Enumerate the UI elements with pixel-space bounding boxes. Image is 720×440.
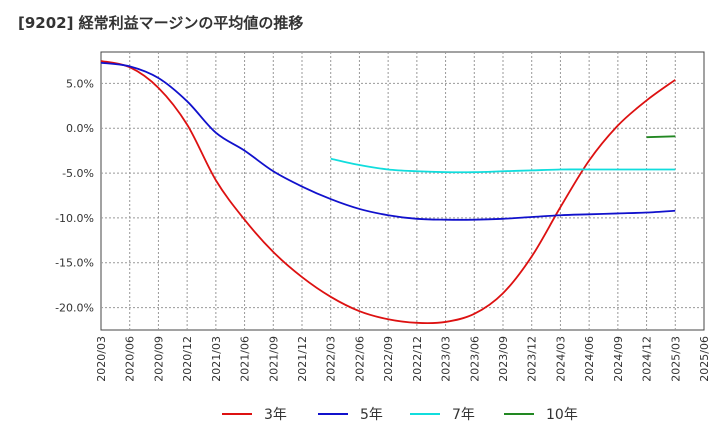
y-tick-label: 0.0% (66, 122, 94, 135)
x-tick-label: 2021/06 (239, 336, 252, 382)
legend-label: 7年 (452, 407, 475, 423)
x-tick-label: 2022/06 (353, 336, 366, 382)
x-tick-label: 2024/12 (641, 336, 654, 382)
y-tick-label: -10.0% (55, 212, 94, 225)
series-lines (100, 60, 676, 325)
legend: 3年 5年 7年 10年 (222, 407, 578, 423)
x-tick-label: 2023/12 (526, 336, 539, 382)
x-axis-ticks: 2020/03 2020/06 2020/09 2020/12 2021/03 2021/… (95, 336, 711, 382)
series-line-4 (646, 135, 676, 139)
x-tick-label: 2022/03 (325, 336, 338, 382)
x-tick-label: 2023/03 (440, 336, 453, 382)
y-tick-label: -20.0% (55, 302, 94, 315)
x-tick-label: 2024/06 (583, 336, 596, 382)
legend-label: 5年 (360, 407, 383, 423)
y-axis-ticks: 5.0% 0.0% -5.0% -10.0% -15.0% -20.0% (55, 77, 94, 314)
x-tick-label: 2021/09 (267, 336, 280, 382)
x-tick-label: 2020/09 (152, 336, 165, 382)
x-tick-label: 2024/09 (612, 336, 625, 382)
x-tick-label: 2023/09 (497, 336, 510, 382)
series-line-3 (330, 157, 676, 174)
x-tick-label: 2020/12 (181, 336, 194, 382)
x-tick-label: 2022/09 (382, 336, 395, 382)
legend-label: 10年 (546, 407, 578, 423)
x-tick-label: 2024/03 (554, 336, 567, 382)
x-tick-label: 2022/12 (411, 336, 424, 382)
x-tick-label: 2025/03 (669, 336, 682, 382)
y-tick-label: -15.0% (55, 257, 94, 270)
y-tick-label: 5.0% (66, 77, 94, 90)
x-tick-label: 2023/06 (468, 336, 481, 382)
plot-area (100, 51, 705, 331)
x-tick-label: 2020/03 (95, 336, 108, 382)
chart-title: [9202] 経常利益マージンの平均値の推移 (18, 14, 304, 32)
x-tick-label: 2021/03 (210, 336, 223, 382)
legend-label: 3年 (264, 407, 287, 423)
y-tick-label: -5.0% (62, 167, 94, 180)
series-line-1 (100, 60, 676, 325)
series-line-2 (100, 61, 676, 221)
x-tick-label: 2021/12 (296, 336, 309, 382)
x-tick-label: 2020/06 (124, 336, 137, 382)
x-tick-label: 2025/06 (698, 336, 711, 382)
